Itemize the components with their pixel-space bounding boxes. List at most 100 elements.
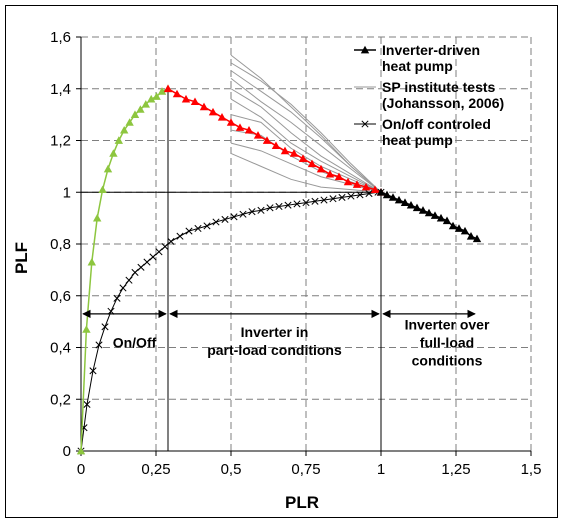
inverter-series-line: [80, 88, 169, 452]
inverter-point: [400, 198, 410, 206]
inverter-point: [235, 123, 245, 131]
y-tick-label: 1,2: [50, 133, 71, 150]
onoff-point: [194, 224, 202, 233]
onoff-point: [293, 200, 301, 208]
inverter-point: [307, 159, 317, 168]
inverter-point: [271, 141, 281, 150]
onoff-point: [149, 253, 157, 261]
inverter-point: [253, 131, 263, 139]
reference-lines: [81, 88, 382, 451]
series: [76, 54, 482, 455]
inverter-point: [454, 224, 464, 232]
inverter-point: [466, 232, 476, 240]
onoff-point: [239, 210, 247, 218]
onoff-point: [365, 189, 373, 198]
onoff-point: [131, 268, 139, 277]
sp-test-line: [230, 88, 382, 193]
region-label: Inverter in: [241, 324, 309, 340]
y-axis-title: PLF: [12, 242, 31, 274]
onoff-point: [83, 400, 91, 408]
chart-frame: 0 0,25 0,5 0,75 1 1,25 1,5 0 0,2 0,4 0,6 0,8 1 1,2 1,4…: [5, 5, 558, 518]
onoff-point: [167, 237, 175, 245]
y-tick-label: 1,4: [50, 81, 71, 98]
inverter-point: [226, 118, 236, 126]
onoff-point: [113, 294, 121, 302]
inverter-point: [82, 325, 91, 333]
onoff-point: [329, 195, 337, 203]
inverter-point: [394, 195, 404, 204]
inverter-point: [103, 164, 113, 173]
inverter-point: [472, 234, 482, 243]
region-label: On/Off: [113, 335, 157, 351]
onoff-point: [230, 213, 238, 221]
onoff-point: [212, 218, 220, 226]
inverter-point: [76, 446, 86, 455]
sp-test-line: [230, 114, 382, 193]
sp-test-line: [230, 152, 382, 193]
inverter-point: [147, 94, 156, 103]
onoff-point: [119, 284, 127, 292]
legend-label: SP institute tests: [382, 79, 496, 95]
inverter-point: [93, 213, 102, 222]
inverter-point: [388, 193, 398, 201]
inverter-point: [334, 172, 344, 181]
inverter-point: [361, 182, 371, 191]
onoff-point: [302, 199, 310, 207]
legend-label: heat pump: [382, 132, 453, 148]
inverter-point: [172, 89, 182, 98]
inverter-point: [436, 213, 446, 222]
inverter-point: [141, 100, 150, 108]
onoff-point: [143, 258, 151, 266]
axes: 0 0,25 0,5 0,75 1 1,25 1,5 0 0,2 0,4 0,6 0,8 1 1,2 1,4…: [50, 29, 541, 478]
onoff-point: [257, 206, 265, 214]
inverter-point: [98, 185, 107, 194]
x-tick-label: 0,25: [141, 461, 170, 478]
x-tick-label: 0,5: [221, 461, 242, 478]
onoff-point: [221, 215, 229, 223]
y-tick-label: 1,6: [50, 29, 71, 46]
onoff-point: [320, 196, 328, 204]
onoff-point: [356, 191, 364, 199]
inverter-point: [382, 190, 392, 199]
onoff-point: [275, 202, 283, 211]
sp-test-line: [230, 78, 382, 193]
legend-triangle-marker: [360, 45, 370, 54]
inverter-point: [244, 125, 254, 134]
inverter-point: [114, 136, 123, 144]
x-tick-label: 1,25: [441, 461, 470, 478]
inverter-point: [370, 185, 380, 194]
x-axis-title: PLR: [285, 493, 319, 512]
region-label: conditions: [412, 352, 483, 368]
onoff-point: [203, 222, 211, 230]
x-tick-label: 0: [77, 461, 85, 478]
inverter-point: [424, 208, 434, 217]
y-tick-label: 0,6: [50, 288, 71, 305]
y-tick-label: 0,8: [50, 236, 71, 253]
inverter-point: [181, 94, 191, 103]
onoff-point: [89, 367, 97, 375]
inverter-point: [262, 136, 272, 144]
y-tick-label: 0,4: [50, 340, 71, 357]
onoff-point: [176, 232, 184, 240]
onoff-point: [347, 192, 355, 200]
sp-test-line: [230, 62, 382, 193]
legend-label: heat pump: [382, 58, 453, 74]
x-tick-label: 1,5: [521, 461, 542, 478]
onoff-point: [95, 341, 103, 349]
inverter-point: [217, 113, 227, 121]
inverter-point: [298, 154, 308, 162]
legend-x-marker: [361, 120, 369, 128]
inverter-point: [376, 188, 386, 196]
onoff-point: [185, 227, 193, 235]
inverter-point: [199, 102, 209, 111]
y-tick-label: 0,2: [50, 391, 71, 408]
onoff-point: [101, 323, 109, 331]
region-annotations: On/Off Inverter in part-load conditions Inv…: [82, 309, 490, 368]
onoff-point: [338, 193, 346, 201]
inverter-point: [163, 84, 173, 93]
legend-label: On/off controled: [382, 116, 491, 132]
onoff-point: [284, 201, 292, 209]
onoff-point: [155, 248, 163, 256]
